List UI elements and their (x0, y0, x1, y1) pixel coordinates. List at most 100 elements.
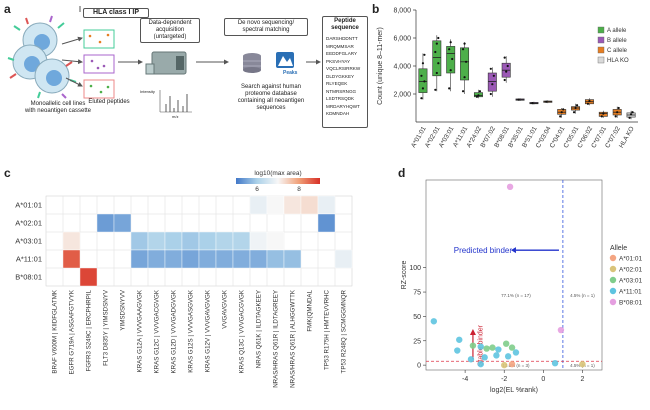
peptide-item: DARSHDDNTT (326, 36, 358, 41)
heatmap-cell (198, 249, 217, 269)
scatter-point (477, 360, 484, 368)
peaks-label: Peaks (283, 70, 298, 76)
box-point (451, 57, 454, 61)
box-iqr (487, 72, 497, 92)
box-point (503, 78, 506, 82)
box-point (617, 106, 620, 110)
scatter-point (493, 352, 500, 359)
heatmap-cell (130, 249, 149, 269)
box-point (420, 97, 423, 100)
legend-marker (609, 254, 617, 262)
heatmap-cell (62, 249, 81, 269)
col-label: KRAS G12C | VVVGACGVGK (154, 289, 161, 373)
box-point (503, 56, 506, 59)
peptide-item: PKSVHYAY (326, 58, 351, 64)
legend-swatch (597, 36, 605, 44)
heatmap-cell (96, 213, 115, 233)
heatmap-cell (198, 231, 217, 251)
box-point (517, 98, 520, 101)
legend-label: A allele (607, 28, 627, 34)
row-label: A*03:01 (15, 237, 42, 246)
heatmap-cell (266, 195, 285, 215)
box-point (506, 64, 509, 68)
legend-label: B*08:01 (619, 300, 643, 307)
col-label: TP53 R175H | HMTEVVRHC (324, 289, 331, 370)
box-point (562, 108, 565, 111)
y-tick-label: 0 (417, 363, 421, 370)
row-label: B*08:01 (15, 273, 42, 282)
heatmap-cell (232, 249, 251, 269)
box-point (492, 74, 495, 77)
col-label: NRAS/HRAS Q61R | ALHGGWTTK (290, 289, 297, 388)
peptide-item: MRDARYHQWT (326, 103, 360, 109)
col-label: NRAS Q61K | ILDTAGKEEY (256, 290, 263, 368)
box-point (434, 50, 437, 54)
legend-title: Allele (610, 245, 627, 252)
predicted-binder-label: Predicted binder (454, 246, 513, 255)
heatmap-cell (147, 231, 166, 251)
legend-swatch (597, 56, 605, 64)
box-point (449, 41, 452, 44)
box-point (434, 88, 437, 91)
panel-c-heatmap: A*01:01 A*02:01 A*03:01 A*11:01 B*08:01 BRAF … (15, 170, 353, 388)
y-tick-label: 100 (409, 265, 421, 272)
box-point (461, 90, 465, 93)
peptide-list: DARSHDDNTT MRQMMSAR EEDDFGLARY PKSVHYAY VQCL… (323, 35, 367, 118)
mz-axis-label: m/z (172, 114, 179, 119)
box-point (478, 90, 482, 93)
peaks-logo-icon (276, 52, 294, 68)
peptide-sequence-header: Peptide sequence (331, 18, 359, 31)
peptide-item: DLDYGKKEY (326, 73, 355, 79)
panel-b-boxplot: 2,000 4,000 6,000 8,000 Count (unique 8–11-m… (377, 8, 638, 149)
heatmap-cell (130, 231, 149, 251)
legend-swatch (597, 26, 605, 34)
scatter-point (467, 356, 475, 363)
box-point (437, 62, 440, 65)
x-tick-label: 2 (580, 376, 584, 383)
legend-marker (609, 287, 617, 295)
col-label: NRAS/HRAS Q61R | ILDTAGREEY (273, 290, 280, 388)
scatter-point (483, 345, 490, 352)
box-iqr (460, 47, 470, 81)
box-point (629, 113, 633, 116)
quadrant-label-ur: 4.5% (n = 1) (570, 293, 595, 298)
colorbar (236, 178, 320, 184)
y-tick-label: 75 (413, 290, 421, 297)
scatter-point (430, 318, 438, 325)
legend-label: A*03:01 (619, 278, 643, 285)
scatter-point (489, 344, 496, 351)
box-point (448, 87, 451, 90)
row-label: A*01:01 (15, 201, 42, 210)
scatter-point (456, 336, 463, 343)
database-icon (243, 53, 261, 73)
peptide-sequence-box: Peptide sequence DARSHDDNTT MRQMMSAR EEDDF… (322, 16, 368, 128)
box-point (435, 42, 438, 45)
box-point (602, 112, 605, 115)
box-point (614, 115, 617, 118)
panel-label-b: b (372, 2, 380, 16)
cell-lines-label: Monoallelic cell lines with neoantigen c… (24, 101, 92, 114)
colorbar-tick: 6 (255, 186, 259, 193)
predicted-binder-arrowhead (510, 247, 516, 254)
col-label: FGFR3 S249C | ERCPHRPIL (86, 289, 93, 371)
peptide-item: RLYEQEK (326, 81, 348, 86)
col-label: BRAF V600M | KIIDFGLATMK (52, 289, 59, 374)
col-label: KRAS G12A | VVVGAAGVGK (137, 289, 144, 372)
intensity-axis-label: Intensity (140, 89, 155, 94)
box-point (421, 87, 425, 90)
box-point (423, 80, 426, 83)
col-label: KRAS G12V | VVVGAVGVGK (205, 289, 212, 372)
heatmap-cell (79, 267, 98, 287)
denovo-step-box: De novo sequencing/ spectral matching (224, 18, 308, 36)
y-tick-label: 25 (413, 338, 421, 345)
box-point (588, 99, 591, 103)
heatmap-cell (317, 195, 336, 215)
box-point (631, 111, 634, 114)
y-axis-label: Count (unique 8–11-mer) (377, 27, 384, 105)
heatmap-cell (266, 231, 285, 251)
heatmap-cell (62, 231, 81, 251)
legend-label: HLA KO (607, 58, 629, 64)
heatmap-cell (249, 231, 268, 251)
col-label: KRAS G12S | VVVGASGVGK (188, 289, 195, 373)
heatmap-cell (113, 213, 132, 233)
